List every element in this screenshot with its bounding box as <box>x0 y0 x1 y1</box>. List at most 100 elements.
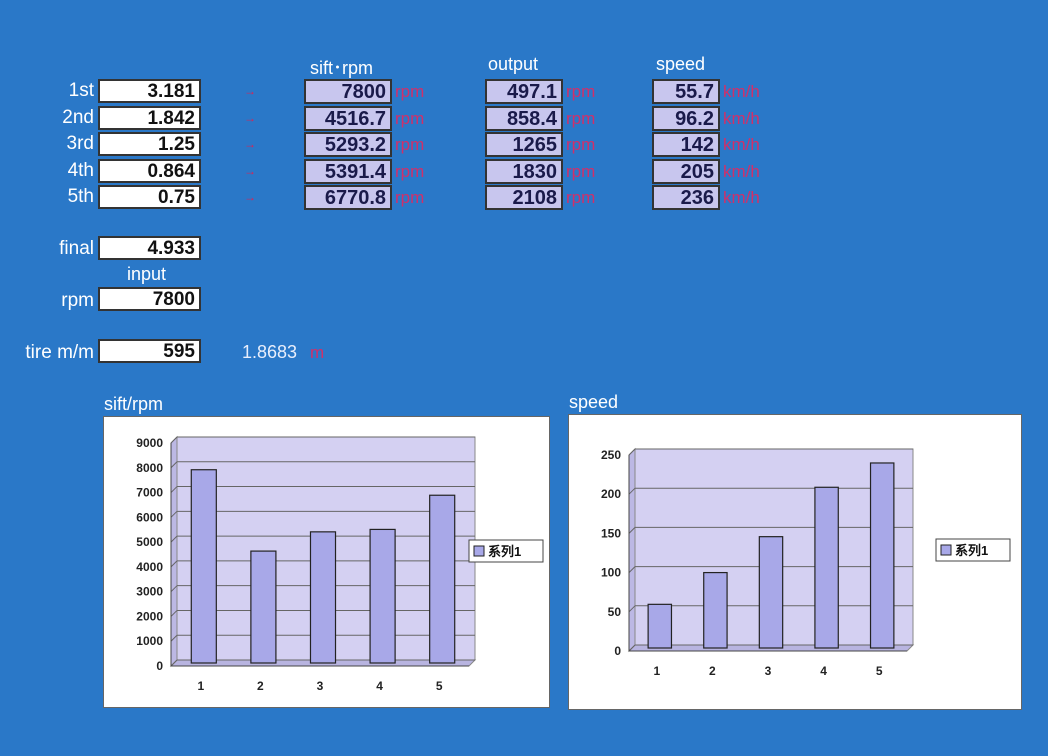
bar <box>647 603 673 649</box>
x-tick-label: 2 <box>709 664 716 678</box>
y-tick-label: 0 <box>156 659 163 673</box>
speed-value: 142 <box>652 132 720 157</box>
arrow-icon: → <box>244 110 256 125</box>
tire-size-field[interactable]: 595 <box>98 339 201 363</box>
x-tick-label: 5 <box>436 679 443 693</box>
bar <box>869 462 895 649</box>
gear-label: 4th <box>67 159 94 181</box>
gridline <box>170 535 178 543</box>
bar <box>758 536 784 649</box>
x-tick-label: 1 <box>197 679 204 693</box>
header-speed: speed <box>656 54 706 74</box>
y-tick-label: 250 <box>601 448 621 462</box>
bar <box>814 486 839 649</box>
gridline <box>170 634 178 642</box>
y-tick-label: 3000 <box>136 585 163 599</box>
gear-ratio-field[interactable]: 0.864 <box>98 158 201 183</box>
rpm-unit: rpm <box>395 108 425 128</box>
gear-label: 2nd <box>62 106 94 128</box>
rpm-unit: rpm <box>395 161 425 181</box>
gridline <box>170 610 178 617</box>
x-tick-label: 1 <box>653 664 660 678</box>
y-tick-label: 1000 <box>136 634 163 648</box>
gridline <box>628 527 636 534</box>
rpm-unit: rpm <box>395 82 425 101</box>
x-tick-label: 3 <box>317 679 324 693</box>
legend-label: 系列1 <box>488 544 521 559</box>
rpm-unit: rpm <box>395 135 425 154</box>
chart-speed: 0 50 100 150 200 250 1 2 3 4 5 系列1 <box>601 447 1011 678</box>
header-output: output <box>488 54 539 74</box>
legend-swatch <box>473 545 485 557</box>
x-tick-label: 4 <box>820 664 827 678</box>
legend-swatch <box>940 544 952 556</box>
shift-rpm-value: 5293.2 <box>304 132 392 157</box>
y-tick-label: 150 <box>601 526 621 540</box>
gridline <box>628 487 636 495</box>
output-rpm-value: 1265 <box>485 132 563 157</box>
bar <box>429 494 456 664</box>
tire-circumference-unit: m <box>310 343 325 362</box>
speed-value: 236 <box>652 185 720 210</box>
gear-ratio-field[interactable]: 1.25 <box>98 132 201 156</box>
gridline <box>628 644 636 652</box>
shift-rpm-value: 5391.4 <box>304 158 392 184</box>
x-tick-label: 2 <box>257 679 264 693</box>
plot-wall <box>628 447 636 653</box>
y-tick-label: 7000 <box>136 486 163 500</box>
chart-shift-rpm-panel: 0 1000 2000 3000 4000 5000 6000 7000 8000 9000 1 2 3… <box>103 416 550 708</box>
rpm-unit: rpm <box>395 188 425 207</box>
speed-unit: km/h <box>723 82 760 101</box>
y-tick-label: 200 <box>601 487 621 501</box>
arrow-icon: → <box>244 137 256 151</box>
y-tick-label: 4000 <box>136 560 163 574</box>
legend-label: 系列1 <box>955 543 988 558</box>
rpm-unit: rpm <box>566 188 596 207</box>
y-tick-label: 8000 <box>136 461 163 475</box>
y-tick-label: 100 <box>601 566 621 580</box>
speed-value: 96.2 <box>652 105 720 131</box>
input-rpm-label: rpm <box>61 290 94 311</box>
speed-unit: km/h <box>723 188 760 207</box>
gear-label: 5th <box>67 186 94 207</box>
tire-label: tire m/m <box>25 342 94 363</box>
gridline <box>628 566 636 573</box>
chart-speed-panel: 0 50 100 150 200 250 1 2 3 4 5 系列1 <box>568 414 1022 710</box>
arrow-icon: → <box>244 84 256 98</box>
gridline <box>170 585 178 593</box>
gridline <box>170 510 178 518</box>
output-rpm-value: 1830 <box>485 158 563 184</box>
speed-unit: km/h <box>723 108 760 128</box>
header-shift-rpm: sift･rpm <box>310 58 373 78</box>
y-tick-label: 50 <box>608 605 622 619</box>
bar <box>250 550 277 664</box>
final-label: final <box>59 238 94 259</box>
arrow-icon: → <box>244 163 256 178</box>
rpm-unit: rpm <box>566 82 596 101</box>
gridline <box>170 560 178 568</box>
final-ratio-field[interactable]: 4.933 <box>98 236 201 260</box>
tire-circumference-value: 1.8683 <box>242 342 298 362</box>
y-tick-label: 0 <box>614 644 621 658</box>
gear-ratio-field[interactable]: 0.75 <box>98 185 201 209</box>
output-rpm-value: 497.1 <box>485 79 563 104</box>
gridline <box>628 605 636 613</box>
speed-unit: km/h <box>723 161 760 181</box>
arrow-icon: → <box>244 190 256 204</box>
legend <box>935 538 1011 562</box>
input-rpm-field[interactable]: 7800 <box>98 287 201 311</box>
speed-value: 55.7 <box>652 79 720 104</box>
gear-label: 1st <box>68 80 94 101</box>
gear-ratio-field[interactable]: 1.842 <box>98 105 201 130</box>
bar <box>703 571 728 649</box>
gear-ratio-field[interactable]: 3.181 <box>98 79 201 103</box>
shift-rpm-value: 7800 <box>304 79 392 104</box>
gridline <box>170 461 178 469</box>
input-header: input <box>127 264 167 284</box>
speed-unit: km/h <box>723 135 760 154</box>
bar <box>369 528 396 664</box>
gear-label: 3rd <box>66 133 94 154</box>
chart-shift-rpm: 0 1000 2000 3000 4000 5000 6000 7000 8000 9000 1 2 3… <box>136 435 544 693</box>
x-tick-label: 3 <box>765 664 772 678</box>
y-tick-label: 5000 <box>136 535 163 549</box>
